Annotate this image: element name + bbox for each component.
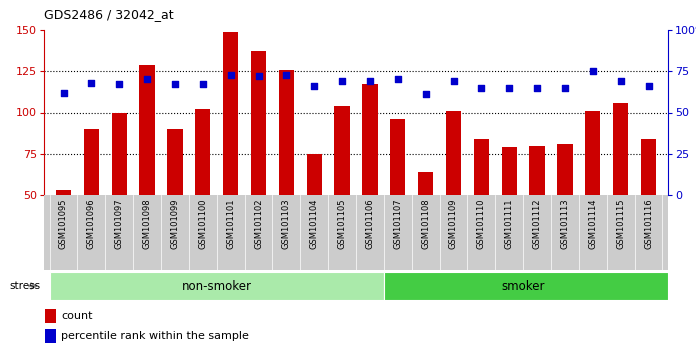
Bar <box>557 144 573 278</box>
Bar <box>418 172 434 278</box>
Text: GSM101104: GSM101104 <box>310 199 319 249</box>
Bar <box>278 70 294 278</box>
Point <box>365 78 376 84</box>
Text: GSM101098: GSM101098 <box>143 199 152 249</box>
Point <box>141 77 152 82</box>
Bar <box>641 139 656 278</box>
Bar <box>111 113 127 278</box>
Point <box>113 82 125 87</box>
Text: stress: stress <box>9 281 40 291</box>
Bar <box>167 129 182 278</box>
Text: non-smoker: non-smoker <box>182 280 252 292</box>
Text: GSM101103: GSM101103 <box>282 199 291 249</box>
Point <box>615 78 626 84</box>
Bar <box>306 154 322 278</box>
Point <box>448 78 459 84</box>
Text: count: count <box>61 311 93 321</box>
Point <box>225 72 236 78</box>
Point <box>336 78 347 84</box>
Point <box>643 83 654 89</box>
Text: GDS2486 / 32042_at: GDS2486 / 32042_at <box>44 8 173 21</box>
Bar <box>530 145 545 278</box>
Text: GSM101100: GSM101100 <box>198 199 207 249</box>
Point <box>197 82 208 87</box>
Bar <box>384 272 668 300</box>
Text: percentile rank within the sample: percentile rank within the sample <box>61 331 249 341</box>
Bar <box>49 272 384 300</box>
Text: GSM101114: GSM101114 <box>588 199 597 249</box>
Bar <box>139 65 155 278</box>
Text: GSM101096: GSM101096 <box>87 199 96 249</box>
Point <box>532 85 543 91</box>
Text: GSM101097: GSM101097 <box>115 199 124 249</box>
Text: GSM101115: GSM101115 <box>616 199 625 249</box>
Text: GSM101106: GSM101106 <box>365 199 374 249</box>
Bar <box>223 32 238 278</box>
Bar <box>334 106 349 278</box>
Text: GSM101101: GSM101101 <box>226 199 235 249</box>
Point <box>58 90 69 96</box>
Text: GSM101108: GSM101108 <box>421 199 430 249</box>
Text: GSM101095: GSM101095 <box>59 199 68 249</box>
Point <box>420 92 432 97</box>
Point <box>476 85 487 91</box>
Bar <box>585 111 601 278</box>
Bar <box>84 129 99 278</box>
Bar <box>362 85 378 278</box>
Bar <box>45 329 56 343</box>
Bar <box>195 109 210 278</box>
Bar <box>390 119 406 278</box>
Bar <box>613 103 628 278</box>
Point <box>587 68 599 74</box>
Text: GSM101109: GSM101109 <box>449 199 458 249</box>
Text: GSM101107: GSM101107 <box>393 199 402 249</box>
Text: GSM101113: GSM101113 <box>560 199 569 249</box>
Point <box>308 83 319 89</box>
Text: GSM101111: GSM101111 <box>505 199 514 249</box>
Text: GSM101116: GSM101116 <box>644 199 653 249</box>
Point <box>504 85 515 91</box>
Text: GSM101099: GSM101099 <box>171 199 180 249</box>
Point <box>560 85 571 91</box>
Text: GSM101110: GSM101110 <box>477 199 486 249</box>
Bar <box>502 147 517 278</box>
Point <box>393 77 404 82</box>
Bar <box>45 309 56 323</box>
Text: GSM101112: GSM101112 <box>532 199 541 249</box>
Bar <box>56 190 71 278</box>
Point <box>253 73 264 79</box>
Point <box>169 82 180 87</box>
Bar <box>474 139 489 278</box>
Bar <box>251 51 266 278</box>
Text: smoker: smoker <box>501 280 545 292</box>
Point <box>86 80 97 86</box>
Bar <box>446 111 461 278</box>
Text: GSM101102: GSM101102 <box>254 199 263 249</box>
Point <box>280 72 292 78</box>
Text: GSM101105: GSM101105 <box>338 199 347 249</box>
